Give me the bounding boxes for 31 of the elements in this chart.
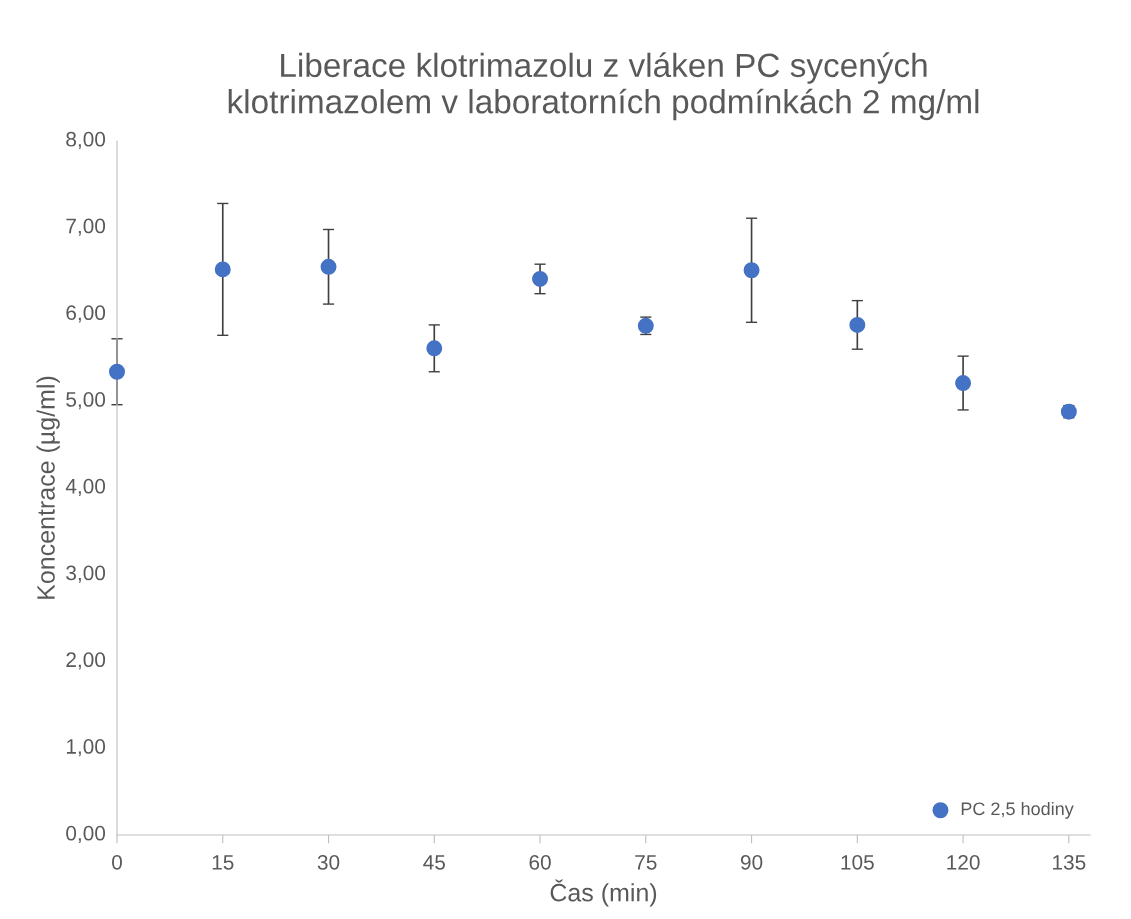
point	[320, 258, 337, 275]
x-tick-label: 45	[423, 855, 445, 870]
y-tick-label: 1,00	[66, 739, 106, 757]
y-axis-title: Koncentrace (µg/ml)	[36, 376, 60, 599]
x-tick-label: 105	[841, 854, 874, 870]
x-tick-label: 120	[947, 854, 980, 870]
y-tick-label: 3,00	[66, 565, 106, 583]
x-tick-label: 60	[529, 854, 551, 870]
point	[955, 375, 972, 392]
legend-label: PC 2,5 hodiny	[961, 801, 1074, 819]
y-tick-label: 4,00	[65, 478, 106, 497]
point	[214, 261, 231, 278]
y-tick-label: 6,00	[66, 305, 106, 323]
x-axis-title: Čas (min)	[550, 879, 657, 907]
point	[849, 316, 866, 333]
point	[743, 262, 760, 279]
x-tick-label: 30	[317, 854, 340, 870]
point	[109, 363, 125, 380]
y-tick-label: 2,00	[66, 652, 106, 670]
x-tick-label: 15	[212, 855, 234, 870]
x-tick-label: 75	[635, 855, 657, 870]
y-tick-label: 0,00	[66, 825, 106, 844]
x-tick-label: 135	[1053, 854, 1086, 870]
chart-title: Liberace klotrimazolu z vláken PC sycených klotrimazolem v laboratorních podmínkách 2 mg/ml	[228, 52, 979, 121]
y-tick-label: 8,00	[66, 131, 106, 150]
y-tick-label: 7,00	[66, 218, 106, 236]
point	[426, 340, 443, 357]
point	[532, 270, 549, 287]
x-tick-label: 0	[112, 854, 122, 870]
y-tick-label: 5,00	[66, 392, 106, 410]
x-tick-label: 90	[740, 854, 763, 870]
